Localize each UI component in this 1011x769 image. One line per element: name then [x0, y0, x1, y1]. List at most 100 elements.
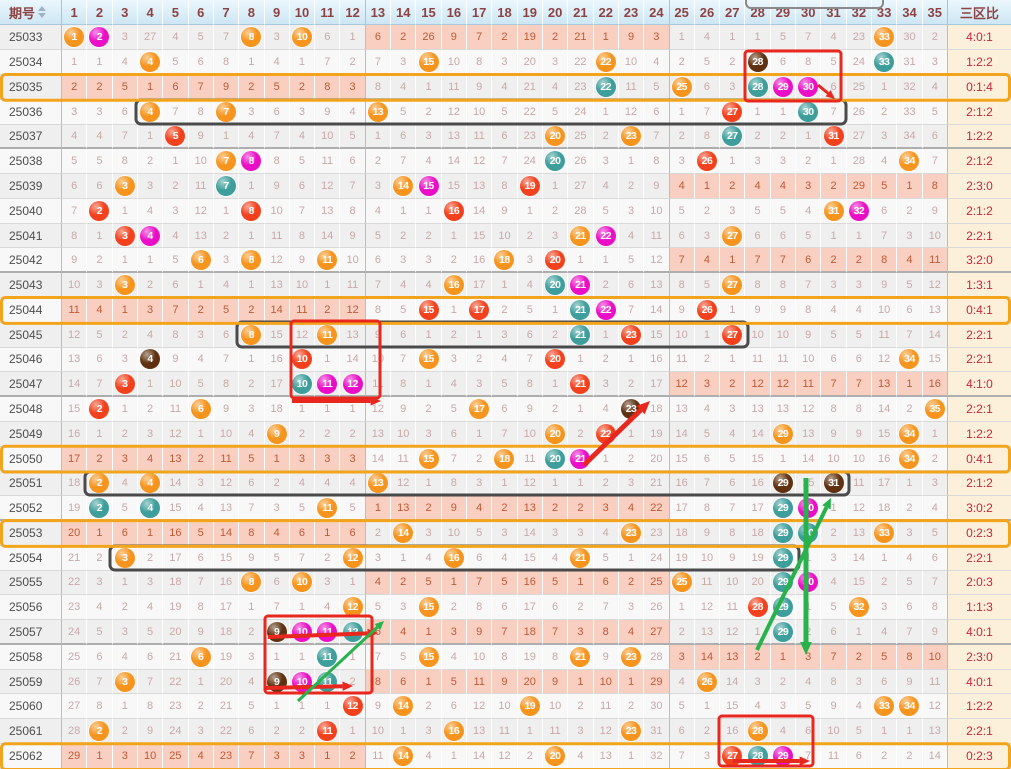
drawn-number-ball: 21 — [570, 373, 591, 394]
miss-cell: 7 — [315, 50, 341, 75]
miss-cell: 2 — [492, 496, 518, 522]
drawn-number-ball: 26 — [696, 151, 717, 172]
miss-cell: 8 — [365, 74, 392, 100]
miss-cell: 8 — [163, 322, 189, 348]
miss-cell: 3 — [391, 248, 417, 274]
miss-cell: 2 — [315, 545, 341, 571]
miss-cell: 3 — [87, 273, 113, 298]
miss-cell: 11 — [542, 719, 569, 745]
miss-cell: 1 — [796, 124, 822, 150]
miss-cell: 14 — [694, 644, 721, 670]
ball-cell: 22 — [593, 50, 619, 75]
miss-cell: 12 — [517, 471, 543, 497]
miss-cell: 1 — [239, 595, 265, 621]
miss-cell: 4 — [416, 744, 442, 769]
miss-cell: 6 — [467, 545, 493, 571]
miss-cell: 6 — [188, 545, 214, 571]
miss-cell: 2 — [720, 174, 746, 199]
miss-cell: 16 — [163, 521, 189, 546]
miss-cell: 10 — [846, 446, 872, 472]
miss-cell: 6 — [264, 570, 290, 596]
miss-cell: 2 — [720, 50, 746, 75]
miss-cell: 5 — [897, 273, 923, 298]
miss-cell: 11 — [821, 744, 847, 769]
period-cell: 25055 — [0, 570, 62, 596]
miss-cell: 23 — [846, 25, 872, 51]
miss-cell: 13 — [694, 620, 721, 645]
ball-cell: 34 — [897, 347, 923, 373]
column-header-15: 15 — [416, 0, 442, 26]
miss-cell: 10 — [163, 372, 189, 398]
miss-cell: 1 — [568, 570, 594, 596]
miss-cell: 1 — [112, 248, 138, 274]
ball-cell: 2 — [87, 719, 113, 745]
ball-cell: 5 — [163, 124, 189, 150]
miss-cell: 1 — [365, 124, 392, 150]
miss-cell: 8 — [846, 397, 872, 422]
miss-cell: 13 — [188, 223, 214, 249]
column-header-24: 24 — [644, 0, 670, 26]
drawn-number-ball: 23 — [621, 125, 642, 146]
miss-cell: 3 — [365, 545, 392, 571]
drawn-number-ball: 12 — [342, 621, 363, 642]
miss-cell: 5 — [163, 50, 189, 75]
miss-cell: 12 — [289, 322, 316, 348]
miss-cell: 4 — [846, 297, 872, 323]
miss-cell: 4 — [416, 273, 442, 298]
miss-cell: 5 — [112, 496, 138, 522]
ball-cell: 25 — [669, 74, 695, 100]
ball-cell: 28 — [745, 50, 771, 75]
ball-cell: 29 — [770, 74, 797, 100]
miss-cell: 13 — [770, 397, 797, 422]
period-cell: 25042 — [0, 248, 62, 274]
drawn-number-ball: 3 — [114, 175, 135, 196]
miss-cell: 1 — [542, 174, 569, 199]
drawn-number-ball: 2 — [89, 497, 110, 518]
miss-cell: 16 — [745, 471, 771, 497]
miss-cell: 13 — [720, 644, 746, 670]
ball-cell: 15 — [416, 595, 442, 621]
miss-cell: 6 — [365, 620, 392, 645]
miss-cell: 6 — [821, 620, 847, 645]
miss-cell: 8 — [897, 644, 923, 670]
drawn-number-ball: 29 — [772, 522, 793, 543]
miss-cell: 29 — [846, 174, 872, 199]
miss-cell: 2 — [770, 124, 797, 150]
miss-cell: 3 — [340, 74, 366, 100]
miss-cell: 5 — [492, 570, 518, 596]
miss-cell: 14 — [213, 521, 240, 546]
miss-cell: 25 — [163, 744, 189, 769]
drawn-number-ball: 27 — [722, 324, 743, 345]
period-header-sort[interactable]: 期号 — [0, 0, 62, 26]
ball-cell: 11 — [315, 322, 341, 348]
zone-ratio-cell: 3:0:2 — [947, 496, 1011, 522]
miss-cell: 11 — [365, 372, 392, 398]
ball-cell: 20 — [542, 347, 569, 373]
column-header-16: 16 — [441, 0, 467, 26]
miss-cell: 9 — [492, 669, 518, 695]
miss-cell: 4 — [87, 124, 113, 150]
ball-cell: 8 — [239, 570, 265, 596]
sort-up-down-icon[interactable] — [38, 6, 47, 19]
ball-cell: 21 — [568, 223, 594, 249]
period-cell: 25056 — [0, 595, 62, 621]
miss-cell: 4 — [694, 397, 721, 422]
miss-cell: 10 — [62, 273, 88, 298]
miss-cell: 7 — [846, 372, 872, 398]
miss-cell: 3 — [239, 99, 265, 125]
miss-cell: 17 — [644, 372, 670, 398]
miss-cell: 3 — [264, 496, 290, 522]
miss-cell: 5 — [163, 248, 189, 274]
miss-cell: 16 — [517, 570, 543, 596]
miss-cell: 11 — [289, 297, 316, 323]
miss-cell: 1 — [441, 223, 467, 249]
ball-cell: 16 — [441, 273, 467, 298]
drawn-number-ball: 28 — [747, 76, 768, 97]
drawn-number-ball: 13 — [367, 101, 388, 122]
miss-cell: 9 — [467, 620, 493, 645]
miss-cell: 6 — [821, 74, 847, 100]
miss-cell: 10 — [365, 347, 392, 373]
drawn-number-ball: 27 — [722, 275, 743, 296]
miss-cell: 1 — [87, 744, 113, 769]
miss-cell: 1 — [467, 421, 493, 447]
